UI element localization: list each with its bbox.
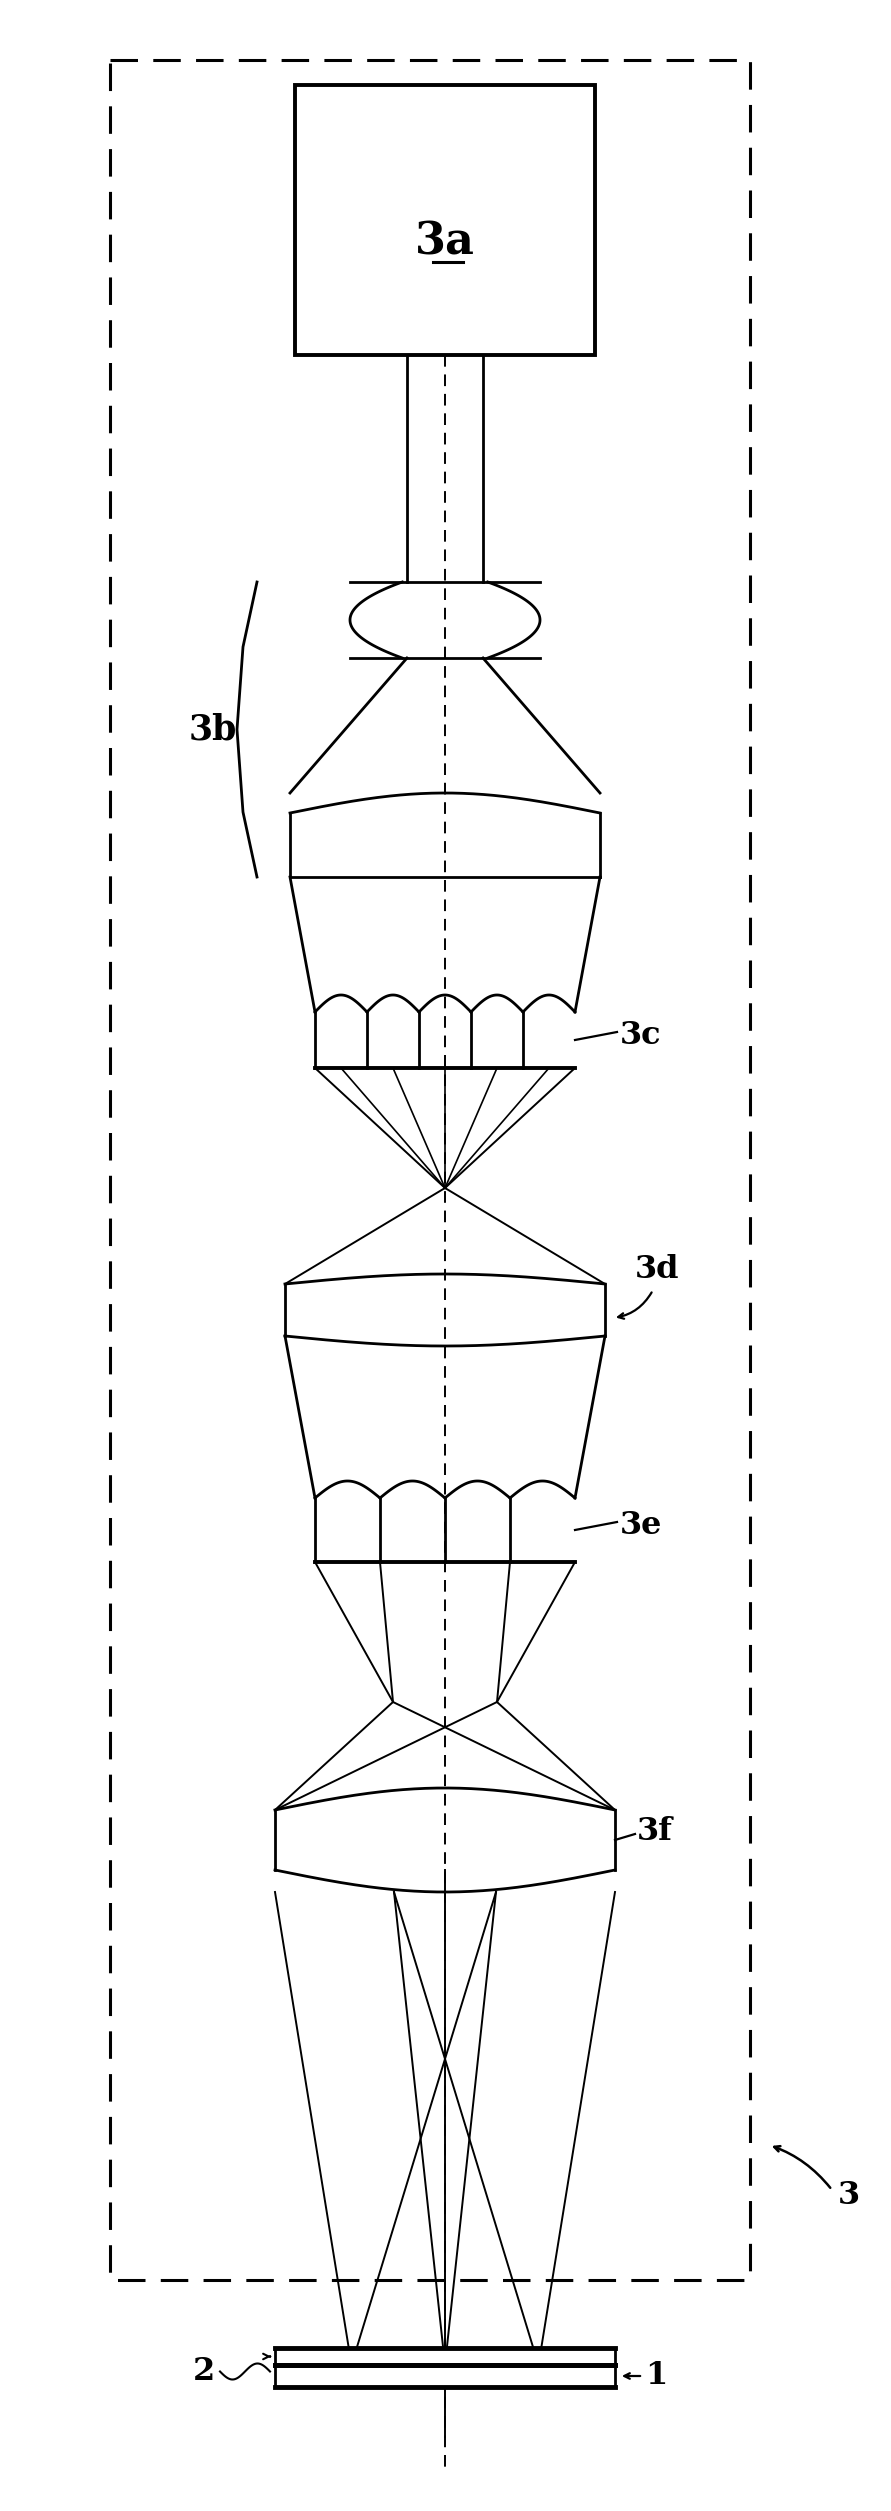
Bar: [275, 2365, 615, 2388]
Text: 2: 2: [192, 2355, 215, 2388]
Text: 3: 3: [838, 2180, 860, 2210]
Text: 3b: 3b: [189, 713, 237, 746]
Bar: [275, 2348, 615, 2365]
Bar: [295, 85, 595, 354]
Bar: [110, 60, 750, 2280]
Text: 3c: 3c: [620, 1019, 661, 1050]
Text: 3a: 3a: [415, 221, 475, 264]
Text: 3d: 3d: [635, 1256, 680, 1286]
Text: 3f: 3f: [637, 1815, 673, 1848]
Text: 3e: 3e: [620, 1509, 662, 1542]
Text: 1: 1: [645, 2360, 667, 2390]
